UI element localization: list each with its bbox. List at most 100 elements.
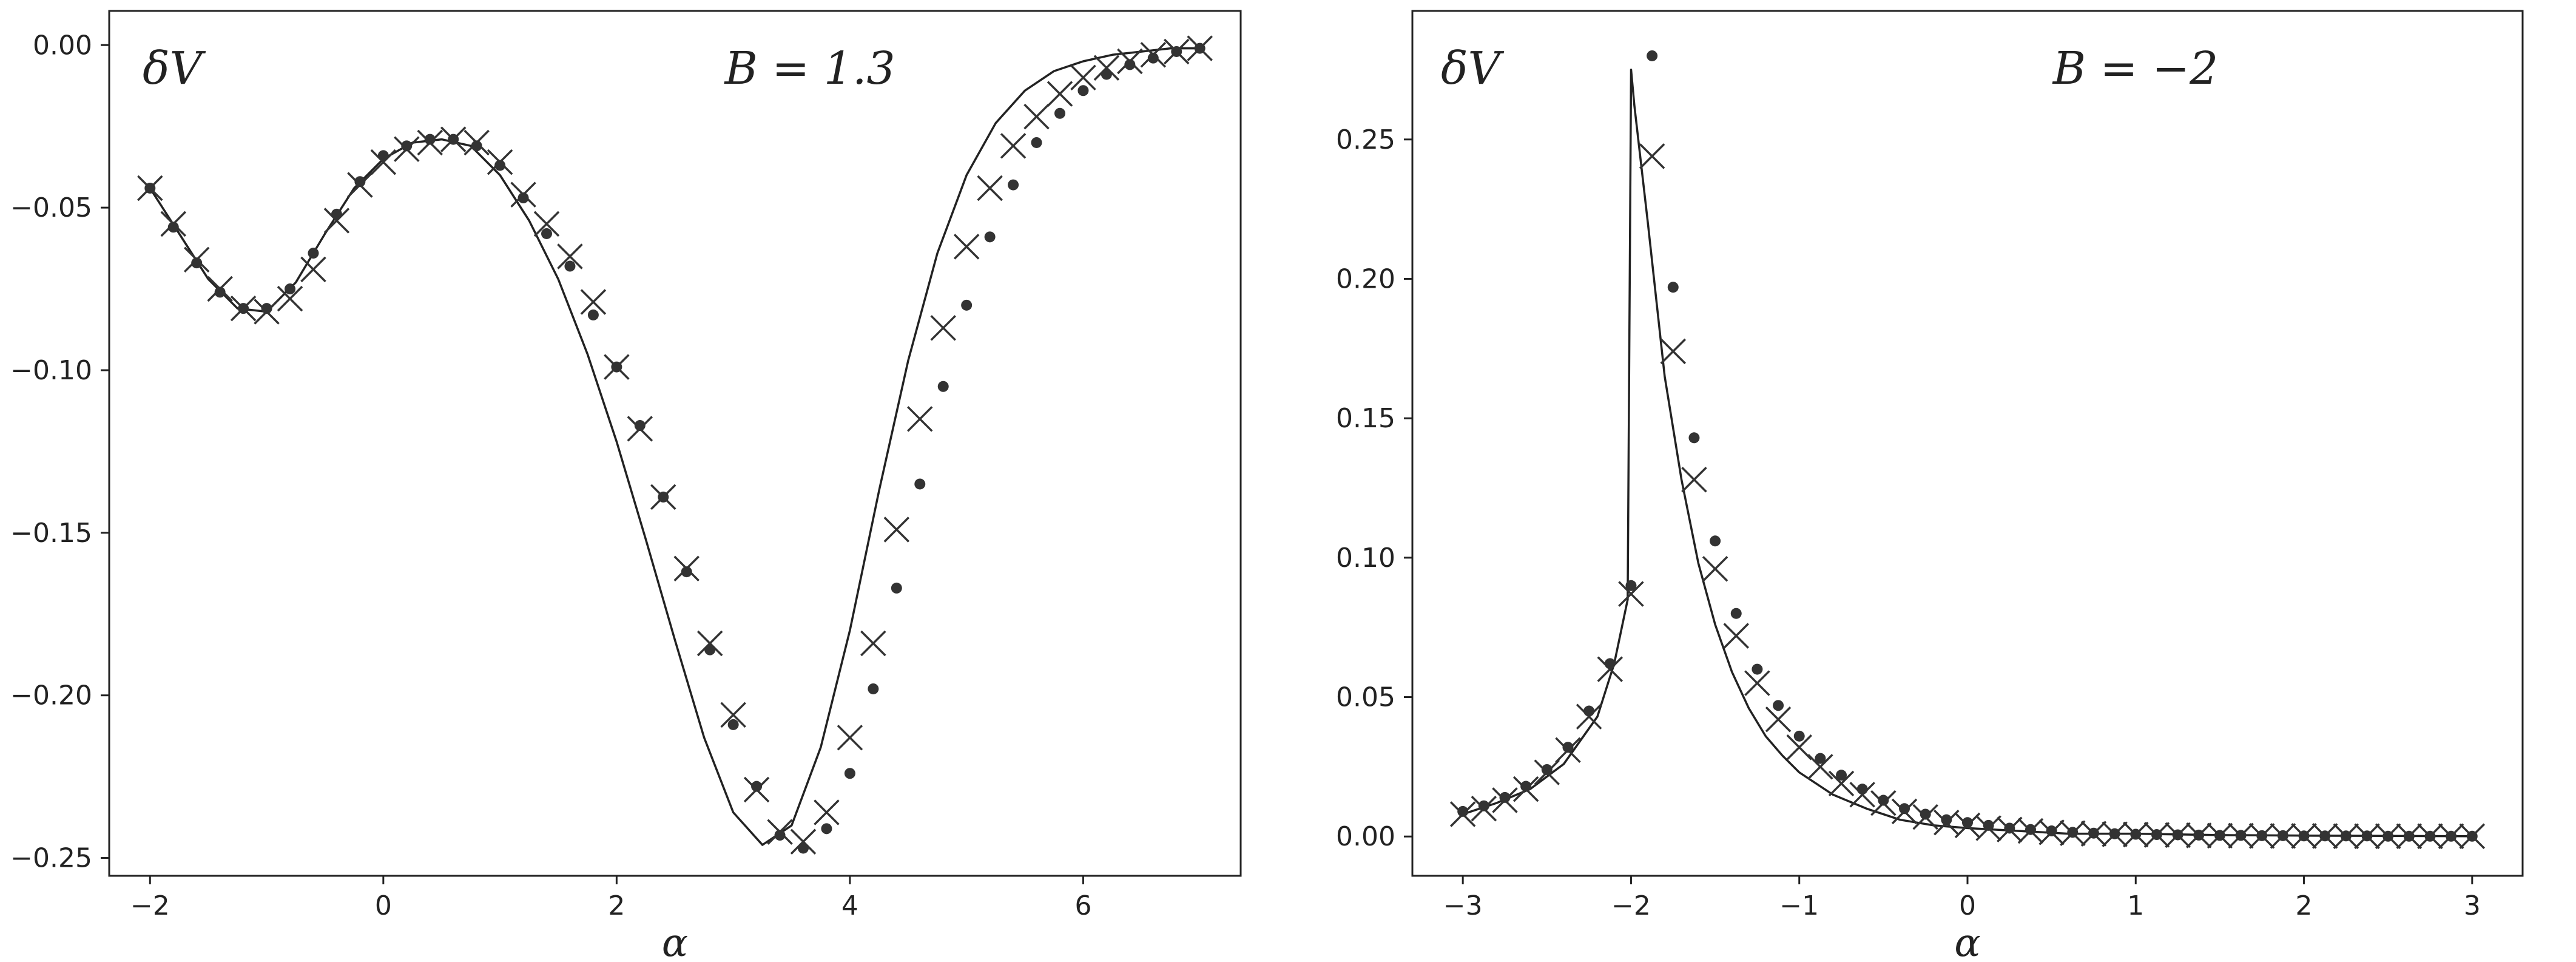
cross-marker: [2186, 822, 2212, 849]
x-tick-label: −1: [1779, 890, 1819, 921]
x-tick-label: 2: [608, 890, 625, 921]
cross-marker: [1702, 555, 1728, 582]
dot-marker: [1710, 535, 1721, 547]
cross-marker: [1070, 64, 1096, 91]
cross-marker: [510, 181, 536, 208]
x-tick-label: 4: [841, 890, 858, 921]
dot-marker: [891, 582, 902, 594]
cross-marker: [1187, 35, 1213, 61]
dot-marker: [1583, 705, 1595, 717]
y-axis-label: δV: [1441, 42, 1505, 95]
cross-marker: [1934, 810, 1960, 836]
cross-marker: [2143, 822, 2170, 848]
series-line: [149, 47, 1200, 846]
cross-marker: [323, 208, 350, 234]
cross-marker: [1047, 81, 1073, 107]
cross-marker: [860, 630, 886, 657]
dot-marker: [937, 381, 949, 392]
cross-marker: [1849, 782, 1875, 808]
dot-marker: [424, 134, 436, 145]
cross-marker: [604, 354, 630, 380]
cross-marker: [2270, 823, 2296, 849]
cross-marker: [1597, 656, 1623, 682]
cross-marker: [1471, 796, 1497, 822]
dot-marker: [1899, 803, 1910, 815]
cross-marker: [1492, 787, 1518, 813]
dot-marker: [354, 176, 366, 188]
cross-marker: [1744, 670, 1770, 696]
dot-marker: [984, 231, 996, 243]
cross-marker: [2123, 821, 2149, 848]
dot-marker: [1031, 137, 1042, 148]
cross-marker: [1997, 816, 2023, 842]
cross-marker: [977, 175, 1003, 202]
dot-marker: [1856, 784, 1868, 795]
cross-marker: [2207, 822, 2233, 849]
y-tick-label: 0.15: [1336, 403, 1395, 434]
dot-marker: [1625, 580, 1637, 591]
x-tick-label: −2: [1611, 890, 1651, 921]
dot-marker: [1688, 432, 1700, 444]
dot-marker: [1457, 805, 1469, 817]
cross-marker: [2102, 821, 2128, 847]
cross-marker: [1723, 623, 1749, 649]
dot-marker: [961, 299, 973, 311]
dot-marker: [1773, 700, 1784, 711]
dot-marker: [1752, 663, 1763, 675]
cross-marker: [2459, 823, 2486, 850]
cross-marker: [1449, 801, 1476, 827]
dot-marker: [1541, 764, 1553, 775]
dot-marker: [191, 257, 203, 269]
cross-marker: [767, 819, 793, 845]
cross-marker: [1117, 48, 1143, 75]
dot-marker: [587, 309, 599, 320]
y-tick-label: −0.20: [10, 680, 92, 711]
cross-marker: [953, 234, 980, 260]
x-tick-label: 0: [375, 890, 392, 921]
dot-marker: [1124, 59, 1136, 70]
dot-marker: [1520, 781, 1532, 792]
cross-marker: [160, 211, 186, 237]
y-tick-label: 0.25: [1336, 124, 1395, 155]
dot-marker: [751, 781, 763, 792]
dot-marker: [1667, 282, 1679, 293]
y-tick-label: 0.00: [1336, 821, 1395, 852]
dot-marker: [1815, 753, 1826, 764]
right-panel: −3 −2 −1 0 1 2 3 0.00 0.05 0.10 0.15 0.20 0.25 δV B = …: [1336, 10, 2524, 962]
dot-marker: [214, 286, 226, 298]
cross-marker: [1891, 798, 1918, 825]
dot-marker: [634, 420, 646, 432]
cross-marker: [2311, 823, 2338, 849]
dot-marker: [727, 719, 739, 730]
cross-marker: [1534, 759, 1560, 785]
dot-marker: [1077, 85, 1089, 97]
dot-marker: [471, 140, 482, 152]
cross-marker: [370, 149, 397, 175]
dot-marker: [518, 192, 529, 204]
dot-marker: [1793, 730, 1805, 742]
cross-marker: [907, 406, 933, 432]
cross-marker: [1618, 581, 1644, 607]
x-tick-label: −3: [1443, 890, 1483, 921]
cross-marker: [347, 172, 373, 198]
dot-marker: [844, 768, 855, 779]
cross-marker: [580, 289, 607, 315]
cross-marker: [790, 828, 817, 855]
cross-marker: [2417, 823, 2443, 850]
dot-marker: [1941, 814, 1952, 825]
dot-marker: [1920, 808, 1931, 820]
dot-marker: [167, 222, 179, 233]
cross-marker: [1870, 790, 1897, 816]
x-tick-label: 6: [1074, 890, 1091, 921]
cross-marker: [277, 285, 303, 312]
parameter-annotation: B = 1.3: [723, 42, 895, 95]
cross-marker: [1975, 815, 2001, 841]
y-tick-label: 0.20: [1336, 263, 1395, 294]
dot-marker: [1604, 658, 1616, 669]
cross-marker: [1639, 143, 1665, 169]
y-tick-label: −0.15: [10, 518, 92, 549]
cross-marker: [487, 149, 513, 175]
cross-marker: [207, 276, 233, 302]
cross-marker: [1576, 703, 1602, 730]
cross-marker: [1000, 133, 1027, 159]
